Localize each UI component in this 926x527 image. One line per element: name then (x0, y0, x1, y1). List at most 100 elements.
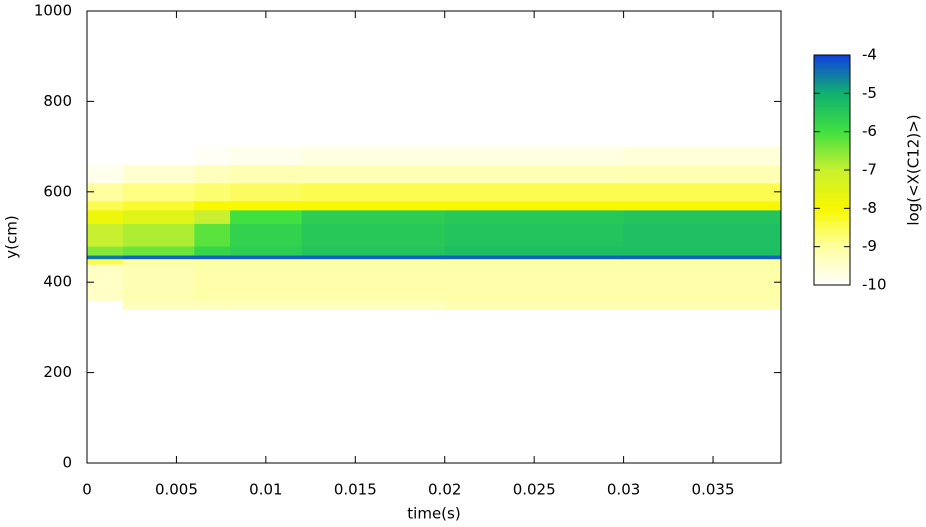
heat-cell (230, 182, 303, 202)
heat-cell (623, 255, 782, 260)
heat-cell (444, 146, 625, 166)
heat-cell (87, 258, 124, 265)
heat-cell (87, 223, 124, 247)
heat-cell (623, 209, 782, 224)
heat-cell (623, 146, 782, 166)
heat-cell (194, 182, 231, 202)
x-tick-label: 0.01 (249, 481, 282, 499)
heat-cell (122, 200, 195, 211)
heat-cell (301, 146, 446, 166)
colorbar-tick-label: -5 (862, 84, 877, 102)
colorbar-tick-label: -7 (862, 161, 877, 179)
heat-cell (444, 182, 625, 202)
colorbar-tick-label: -8 (862, 199, 877, 217)
x-tick-label: 0 (82, 481, 92, 499)
heat-cell (230, 223, 303, 247)
colorbar-tick-label: -4 (862, 46, 877, 64)
y-tick-label: 800 (43, 92, 72, 110)
x-tick-label: 0.025 (513, 481, 556, 499)
heat-cell (122, 223, 195, 247)
heat-cell (122, 258, 195, 265)
heat-cell (194, 209, 231, 224)
heat-cell (623, 182, 782, 202)
heat-cell (87, 209, 124, 224)
heat-cell (444, 200, 625, 211)
heat-cell (301, 255, 446, 260)
heatmap (87, 146, 782, 310)
heat-cell (301, 223, 446, 247)
heat-cell (623, 246, 782, 256)
heat-cell (194, 258, 231, 265)
heat-cell (87, 200, 124, 211)
heat-cell (444, 255, 625, 260)
heat-cell (301, 246, 446, 256)
heat-cell (87, 182, 124, 202)
heat-cell (230, 255, 303, 260)
heat-cell (194, 200, 231, 211)
x-tick-label: 0.015 (334, 481, 377, 499)
y-tick-label: 1000 (34, 2, 72, 20)
heat-cell (194, 164, 231, 184)
heat-cell (444, 246, 625, 256)
heat-cell (194, 264, 231, 301)
heat-cell (301, 258, 446, 265)
heat-cell (122, 246, 195, 256)
heat-cell (623, 200, 782, 211)
heat-cell (230, 300, 303, 310)
colorbar-label: log(<X(C12)>) (905, 114, 923, 225)
heat-cell (301, 182, 446, 202)
y-axis-label: y(cm) (3, 215, 21, 258)
heat-cell (194, 146, 231, 166)
heat-cell (623, 223, 782, 247)
heat-cell (301, 300, 446, 310)
heat-cell (444, 209, 625, 224)
heat-cell (230, 246, 303, 256)
y-tick-label: 0 (62, 454, 72, 472)
heat-cell (122, 182, 195, 202)
heat-cell (623, 164, 782, 184)
heat-cell (444, 300, 625, 310)
heat-cell (194, 300, 231, 310)
x-tick-label: 0.02 (428, 481, 461, 499)
y-tick-label: 400 (43, 273, 72, 291)
heat-cell (122, 209, 195, 224)
heat-cell (230, 200, 303, 211)
heat-cell (87, 164, 124, 184)
x-tick-label: 0.005 (155, 481, 198, 499)
heat-cell (301, 200, 446, 211)
heat-cell (301, 209, 446, 224)
heat-cell (301, 264, 446, 301)
heat-cell (194, 223, 231, 247)
heat-cell (444, 258, 625, 265)
heat-cell (444, 264, 625, 301)
heat-cell (87, 255, 124, 260)
heat-cell (623, 300, 782, 310)
heat-cell (122, 264, 195, 301)
heat-cell (194, 255, 231, 260)
heat-cell (122, 164, 195, 184)
y-tick-label: 600 (43, 182, 72, 200)
plot-frame (86, 10, 782, 464)
heat-cell (230, 258, 303, 265)
heat-cell (230, 164, 303, 184)
heat-cell (122, 255, 195, 260)
x-tick-label: 0.035 (692, 481, 735, 499)
heat-cell (87, 246, 124, 256)
x-tick-label: 0.03 (607, 481, 640, 499)
heat-cell (194, 246, 231, 256)
heat-cell (301, 164, 446, 184)
heat-cell (230, 209, 303, 224)
heat-cell (623, 264, 782, 301)
heat-cell (444, 223, 625, 247)
heat-cell (122, 300, 195, 310)
colorbar-tick-label: -10 (862, 276, 887, 294)
heat-cell (230, 264, 303, 301)
heat-cell (623, 258, 782, 265)
y-tick-label: 200 (43, 363, 72, 381)
heat-cell (230, 146, 303, 166)
colorbar-tick-label: -9 (862, 237, 877, 255)
heat-cell (444, 164, 625, 184)
x-axis-label: time(s) (407, 505, 460, 523)
colorbar-tick-label: -6 (862, 122, 877, 140)
